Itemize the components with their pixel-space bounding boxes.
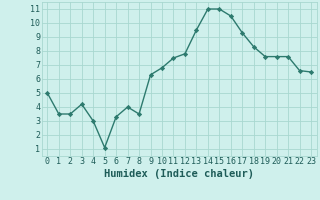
X-axis label: Humidex (Indice chaleur): Humidex (Indice chaleur)	[104, 169, 254, 179]
